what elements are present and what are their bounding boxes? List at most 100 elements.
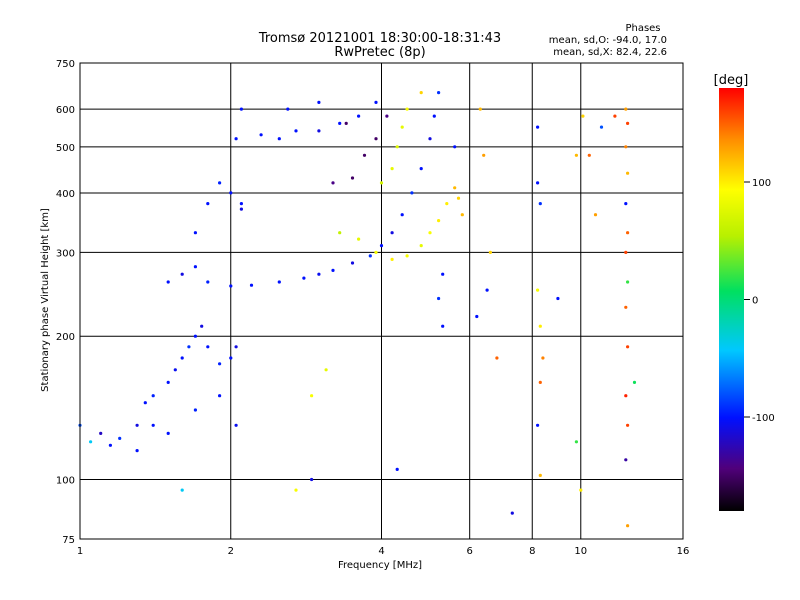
data-point: [632, 380, 637, 384]
y-tick-labels: 75 100 200 300 400 500 600 750: [56, 59, 75, 546]
data-point: [581, 114, 585, 118]
data-point: [338, 231, 342, 235]
y-tick-label: 200: [56, 332, 75, 343]
x-tick-label: 6: [466, 546, 472, 557]
data-point: [485, 288, 489, 292]
data-point: [317, 100, 321, 104]
data-point: [362, 153, 367, 157]
data-point: [395, 467, 399, 471]
data-point: [200, 324, 204, 328]
x-tick-label: 16: [677, 546, 690, 557]
data-point: [428, 231, 432, 235]
data-point: [624, 202, 628, 206]
data-point: [385, 114, 389, 118]
data-point: [437, 91, 441, 95]
data-point: [379, 181, 384, 185]
data-point: [338, 121, 342, 125]
data-point: [357, 114, 361, 118]
data-point: [193, 265, 197, 269]
colorbar-tick-label: -100: [752, 413, 775, 424]
data-point: [310, 394, 314, 398]
y-tick-label: 400: [56, 189, 75, 200]
data-point: [310, 477, 314, 482]
data-point: [239, 207, 243, 211]
data-point: [239, 107, 243, 111]
data-point: [135, 449, 139, 453]
data-point: [587, 153, 591, 157]
data-point: [206, 280, 210, 284]
data-point: [626, 524, 630, 528]
data-point: [626, 231, 630, 235]
data-point: [400, 213, 404, 217]
data-point: [206, 345, 210, 349]
data-point: [166, 431, 170, 435]
data-point: [419, 91, 423, 95]
data-point: [302, 276, 306, 280]
data-point: [599, 125, 604, 129]
data-point: [626, 423, 630, 427]
data-point: [395, 145, 399, 149]
y-axis-label: Stationary phase Virtual Height [km]: [40, 208, 51, 392]
data-point: [193, 334, 197, 338]
stats-heading: Phases: [625, 23, 660, 34]
colorbar-label: [deg]: [714, 73, 749, 88]
data-point: [624, 458, 628, 462]
x-tick-label: 4: [378, 546, 384, 557]
data-point: [626, 280, 630, 284]
data-point: [390, 231, 394, 235]
data-point: [437, 219, 441, 223]
data-point: [294, 488, 298, 492]
x-tick-label: 8: [529, 546, 535, 557]
data-point: [368, 254, 372, 258]
data-point: [143, 401, 147, 405]
data-point: [410, 191, 414, 195]
data-point: [108, 443, 112, 447]
data-point: [482, 153, 486, 157]
data-point: [277, 280, 281, 284]
data-point: [538, 324, 542, 328]
data-point: [441, 324, 445, 328]
data-point: [536, 288, 540, 292]
x-axis-label: Frequency [MHz]: [338, 560, 422, 571]
data-point: [218, 181, 222, 185]
grid-lines: [80, 63, 683, 539]
data-point: [180, 488, 184, 492]
stats-line-o: mean, sd,O: -94.0, 17.0: [549, 35, 667, 46]
data-point: [624, 394, 628, 398]
data-point: [357, 237, 361, 241]
data-point: [374, 250, 378, 254]
data-point: [344, 121, 348, 125]
y-tick-label: 100: [56, 476, 75, 487]
data-point: [441, 272, 445, 276]
data-point: [536, 181, 540, 185]
data-point: [218, 394, 222, 398]
data-point: [277, 137, 281, 141]
data-point: [624, 305, 628, 309]
data-point: [536, 125, 540, 129]
data-point: [419, 167, 423, 171]
y-tick-label: 500: [56, 143, 75, 154]
data-point: [379, 244, 384, 248]
data-point: [475, 314, 479, 319]
data-point: [510, 511, 514, 515]
data-point: [118, 436, 122, 440]
data-point: [173, 368, 177, 372]
data-point: [259, 133, 263, 137]
data-point: [437, 296, 441, 301]
data-point: [193, 231, 197, 235]
data-point: [286, 107, 290, 111]
data-point: [317, 129, 321, 133]
data-point: [151, 423, 155, 427]
colorbar-tick-label: 100: [752, 178, 771, 189]
data-point: [428, 137, 432, 141]
data-point: [405, 107, 409, 111]
data-point: [374, 137, 378, 141]
data-point: [445, 202, 449, 206]
x-tick-label: 10: [574, 546, 587, 557]
y-tick-label: 300: [56, 248, 75, 259]
data-point: [234, 137, 238, 141]
y-tick-label: 750: [56, 59, 75, 70]
data-point: [193, 408, 197, 412]
data-point: [180, 356, 184, 360]
data-point: [536, 423, 540, 427]
